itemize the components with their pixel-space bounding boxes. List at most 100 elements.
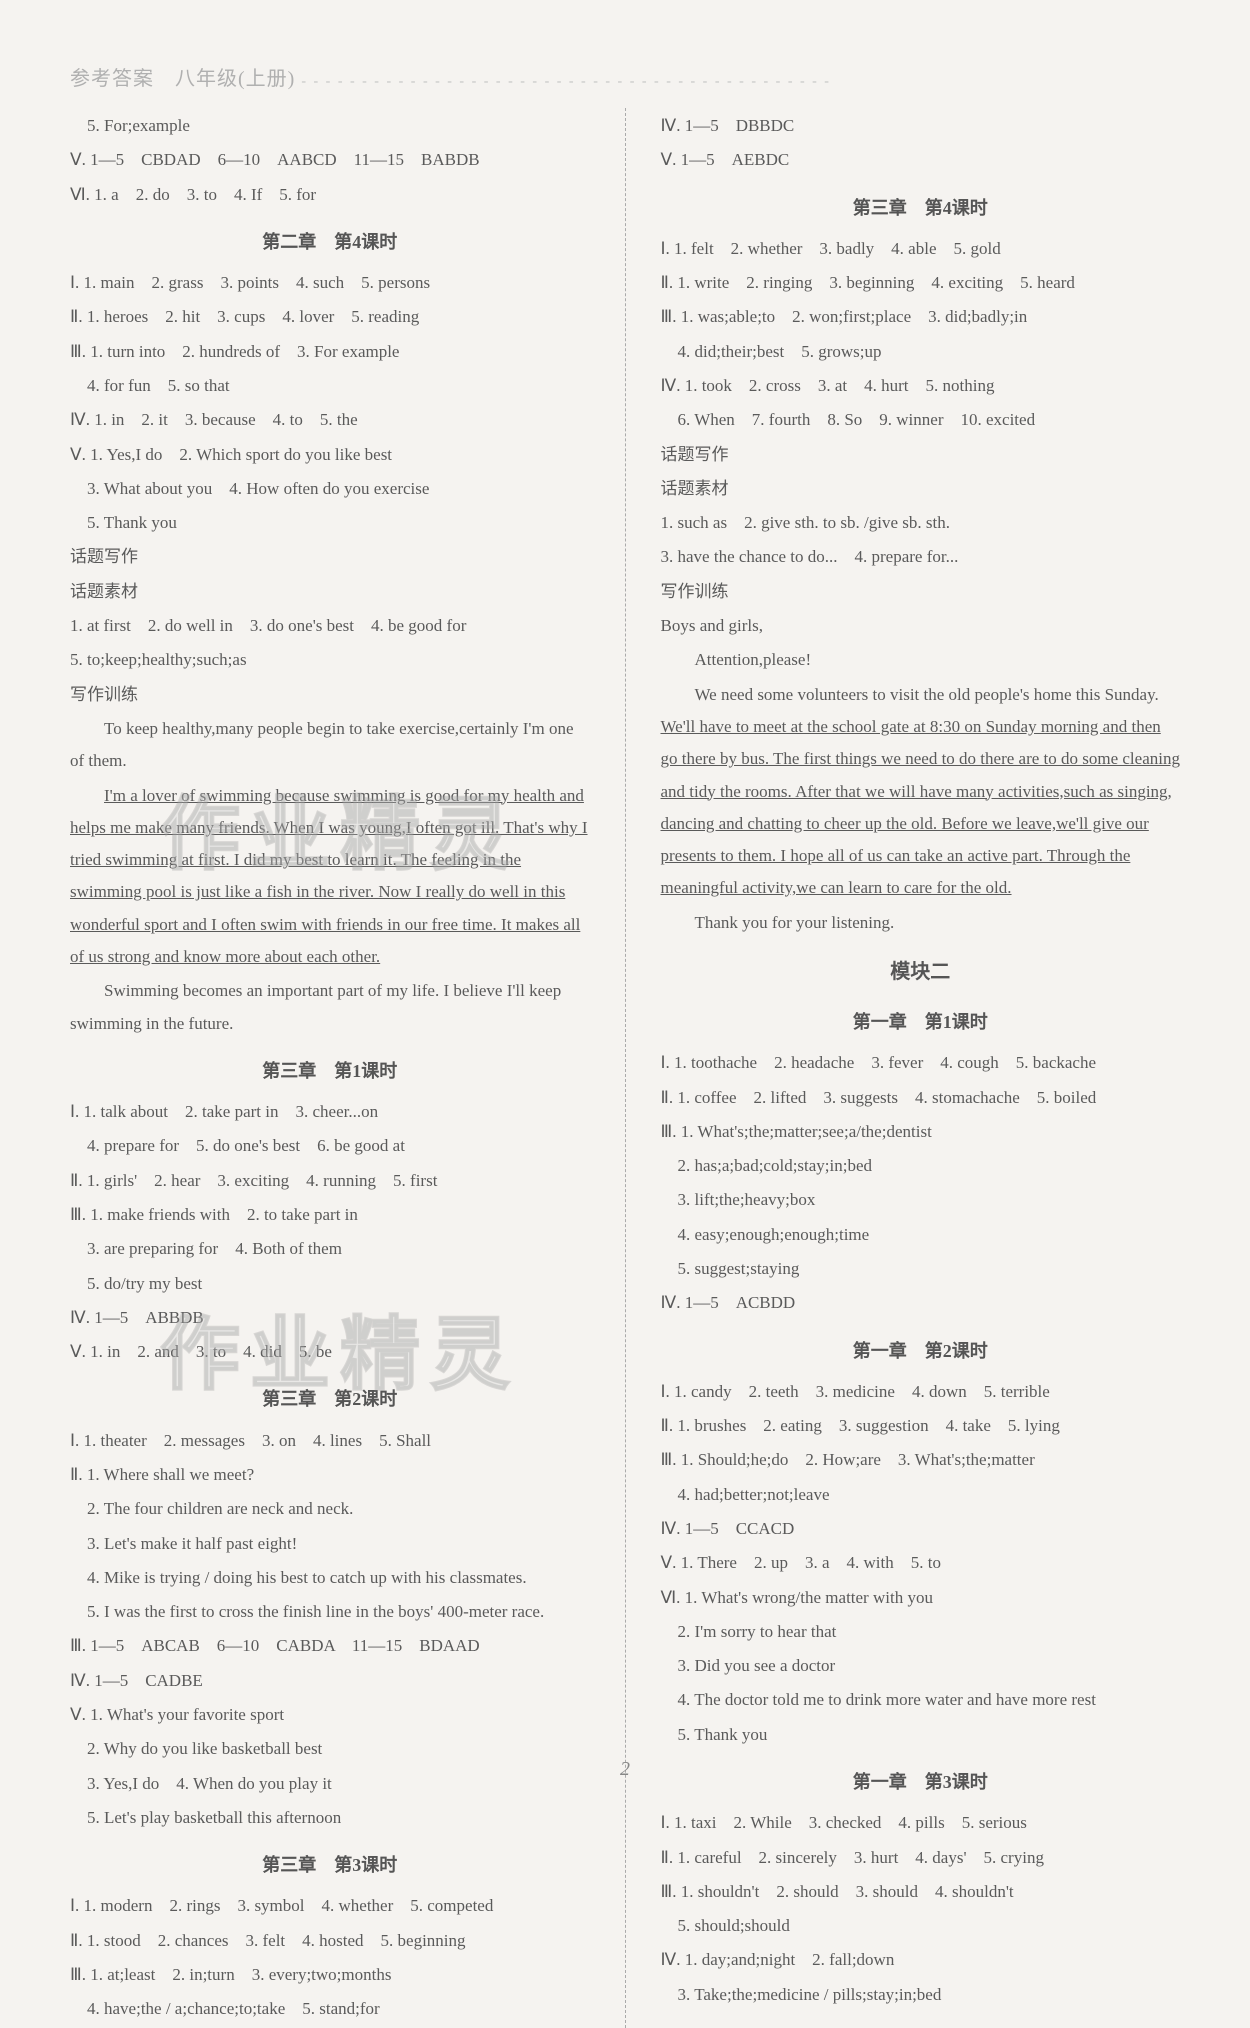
text-line: 3. have the chance to do... 4. prepare f… xyxy=(661,541,1181,573)
header-dots: - - - - - - - - - - - - - - - - - - - - … xyxy=(301,74,831,89)
essay-text: We need some volunteers to visit the old… xyxy=(695,685,1159,704)
text-line: Ⅲ. 1. turn into 2. hundreds of 3. For ex… xyxy=(70,336,590,368)
text-line: 3. What about you 4. How often do you ex… xyxy=(70,473,590,505)
text-line: Ⅴ. 1. in 2. and 3. to 4. did 5. be xyxy=(70,1336,590,1368)
text-line: 3. Did you see a doctor xyxy=(661,1650,1181,1682)
text-line: 5. Thank you xyxy=(661,1719,1181,1751)
text-line: Ⅳ. 1. in 2. it 3. because 4. to 5. the xyxy=(70,404,590,436)
text-line: Ⅱ. 1. careful 2. sincerely 3. hurt 4. da… xyxy=(661,1842,1181,1874)
text-line: 话题素材 xyxy=(70,576,590,608)
text-line: Ⅳ. 1—5 ACBDD xyxy=(661,1287,1181,1319)
text-line: Ⅱ. 1. heroes 2. hit 3. cups 4. lover 5. … xyxy=(70,301,590,333)
text-line: 5. should;should xyxy=(661,1910,1181,1942)
text-line: Ⅰ. 1. felt 2. whether 3. badly 4. able 5… xyxy=(661,233,1181,265)
text-line: Ⅰ. 1. talk about 2. take part in 3. chee… xyxy=(70,1096,590,1128)
text-line: 5. Let's play basketball this afternoon xyxy=(70,1802,590,1834)
text-line: Ⅰ. 1. candy 2. teeth 3. medicine 4. down… xyxy=(661,1376,1181,1408)
text-line: Ⅰ. 1. theater 2. messages 3. on 4. lines… xyxy=(70,1425,590,1457)
essay-paragraph: Swimming becomes an important part of my… xyxy=(70,975,590,1040)
text-line: Ⅳ. 1—5 CADBE xyxy=(70,1665,590,1697)
text-line: Ⅱ. 1. coffee 2. lifted 3. suggests 4. st… xyxy=(661,1082,1181,1114)
text-line: Ⅲ. 1. was;able;to 2. won;first;place 3. … xyxy=(661,301,1181,333)
text-line: 1. at first 2. do well in 3. do one's be… xyxy=(70,610,590,642)
text-line: 2. I'm sorry to hear that xyxy=(661,1616,1181,1648)
section-title: 第三章 第2课时 xyxy=(70,1382,590,1416)
text-line: Ⅲ. 1—5 ABCAB 6—10 CABDA 11—15 BDAAD xyxy=(70,1630,590,1662)
section-title: 第一章 第1课时 xyxy=(661,1005,1181,1039)
text-line: Ⅴ. 1—5 CBDAD 6—10 AABCD 11—15 BABDB xyxy=(70,144,590,176)
text-line: 4. have;the / a;chance;to;take 5. stand;… xyxy=(70,1993,590,2025)
text-line: 4. did;their;best 5. grows;up xyxy=(661,336,1181,368)
text-line: Ⅱ. 1. Where shall we meet? xyxy=(70,1459,590,1491)
text-line: Ⅳ. 1—5 DBBDC xyxy=(661,110,1181,142)
text-line: 3. are preparing for 4. Both of them xyxy=(70,1233,590,1265)
text-line: Ⅱ. 1. stood 2. chances 3. felt 4. hosted… xyxy=(70,1925,590,1957)
text-line: Ⅰ. 1. toothache 2. headache 3. fever 4. … xyxy=(661,1047,1181,1079)
text-line: 5. Thank you xyxy=(70,507,590,539)
page-header: 参考答案 八年级(上册) - - - - - - - - - - - - - -… xyxy=(70,60,1180,98)
text-line: Ⅵ. 1. a 2. do 3. to 4. If 5. for xyxy=(70,179,590,211)
text-line: 1. such as 2. give sth. to sb. /give sb.… xyxy=(661,507,1181,539)
page-number: 2 xyxy=(620,1750,630,1788)
text-line: 5. I was the first to cross the finish l… xyxy=(70,1596,590,1628)
text-line: 5. do/try my best xyxy=(70,1268,590,1300)
text-line: 4. The doctor told me to drink more wate… xyxy=(661,1684,1181,1716)
section-title: 第三章 第3课时 xyxy=(70,1848,590,1882)
text-line: Ⅴ. 1—5 AEBDC xyxy=(661,144,1181,176)
text-line: Ⅲ. 1. shouldn't 2. should 3. should 4. s… xyxy=(661,1876,1181,1908)
text-line: Ⅲ. 1. Should;he;do 2. How;are 3. What's;… xyxy=(661,1444,1181,1476)
text-line: 2. The four children are neck and neck. xyxy=(70,1493,590,1525)
essay-paragraph: We need some volunteers to visit the old… xyxy=(661,679,1181,905)
section-title: 第三章 第4课时 xyxy=(661,191,1181,225)
text-line: Ⅳ. 1—5 CCACD xyxy=(661,1513,1181,1545)
text-line: Ⅴ. 1. There 2. up 3. a 4. with 5. to xyxy=(661,1547,1181,1579)
text-line: 4. prepare for 5. do one's best 6. be go… xyxy=(70,1130,590,1162)
text-line: 5. For;example xyxy=(70,110,590,142)
right-column: Ⅳ. 1—5 DBBDC Ⅴ. 1—5 AEBDC 第三章 第4课时 Ⅰ. 1.… xyxy=(661,108,1181,2028)
text-line: Ⅴ. 1. What's your favorite sport xyxy=(70,1699,590,1731)
text-line: 5. to;keep;healthy;such;as xyxy=(70,644,590,676)
column-divider xyxy=(625,108,626,2028)
section-title: 第一章 第3课时 xyxy=(661,1765,1181,1799)
module-title: 模块二 xyxy=(661,953,1181,991)
text-line: 话题素材 xyxy=(661,473,1181,505)
text-line: 2. has;a;bad;cold;stay;in;bed xyxy=(661,1150,1181,1182)
text-line: 4. had;better;not;leave xyxy=(661,1479,1181,1511)
text-line: 5. suggest;staying xyxy=(661,1253,1181,1285)
essay-underlined: We'll have to meet at the school gate at… xyxy=(661,717,1180,897)
text-line: Ⅲ. 1. What's;the;matter;see;a/the;dentis… xyxy=(661,1116,1181,1148)
header-title: 参考答案 八年级(上册) xyxy=(70,68,295,90)
text-line: Ⅴ. 1. Yes,I do 2. Which sport do you lik… xyxy=(70,439,590,471)
essay-paragraph: Thank you for your listening. xyxy=(661,907,1181,939)
text-line: Ⅳ. 1. took 2. cross 3. at 4. hurt 5. not… xyxy=(661,370,1181,402)
text-line: 6. When 7. fourth 8. So 9. winner 10. ex… xyxy=(661,404,1181,436)
text-line: 4. for fun 5. so that xyxy=(70,370,590,402)
text-line: Boys and girls, xyxy=(661,610,1181,642)
essay-underlined: I'm a lover of swimming because swimming… xyxy=(70,780,590,974)
text-line: Ⅰ. 1. taxi 2. While 3. checked 4. pills … xyxy=(661,1807,1181,1839)
left-column: 5. For;example Ⅴ. 1—5 CBDAD 6—10 AABCD 1… xyxy=(70,108,590,2028)
text-line: Ⅵ. 1. What's wrong/the matter with you xyxy=(661,1582,1181,1614)
text-line: Ⅳ. 1—5 ABBDB xyxy=(70,1302,590,1334)
text-line: 话题写作 xyxy=(70,541,590,573)
text-line: 写作训练 xyxy=(70,679,590,711)
text-line: 3. Yes,I do 4. When do you play it xyxy=(70,1768,590,1800)
text-line: Ⅱ. 1. write 2. ringing 3. beginning 4. e… xyxy=(661,267,1181,299)
text-line: Ⅲ. 1. make friends with 2. to take part … xyxy=(70,1199,590,1231)
text-line: Attention,please! xyxy=(661,644,1181,676)
text-line: Ⅱ. 1. girls' 2. hear 3. exciting 4. runn… xyxy=(70,1165,590,1197)
text-line: 话题写作 xyxy=(661,439,1181,471)
text-line: Ⅲ. 1. at;least 2. in;turn 3. every;two;m… xyxy=(70,1959,590,1991)
section-title: 第二章 第4课时 xyxy=(70,225,590,259)
section-title: 第一章 第2课时 xyxy=(661,1334,1181,1368)
text-line: 2. Why do you like basketball best xyxy=(70,1733,590,1765)
text-line: Ⅰ. 1. modern 2. rings 3. symbol 4. wheth… xyxy=(70,1890,590,1922)
text-line: 4. Mike is trying / doing his best to ca… xyxy=(70,1562,590,1594)
text-line: 4. easy;enough;enough;time xyxy=(661,1219,1181,1251)
text-line: 3. Let's make it half past eight! xyxy=(70,1528,590,1560)
text-line: Ⅰ. 1. main 2. grass 3. points 4. such 5.… xyxy=(70,267,590,299)
essay-paragraph: To keep healthy,many people begin to tak… xyxy=(70,713,590,778)
text-line: Ⅳ. 1. day;and;night 2. fall;down xyxy=(661,1944,1181,1976)
text-line: Ⅱ. 1. brushes 2. eating 3. suggestion 4.… xyxy=(661,1410,1181,1442)
content-columns: 5. For;example Ⅴ. 1—5 CBDAD 6—10 AABCD 1… xyxy=(70,108,1180,2028)
